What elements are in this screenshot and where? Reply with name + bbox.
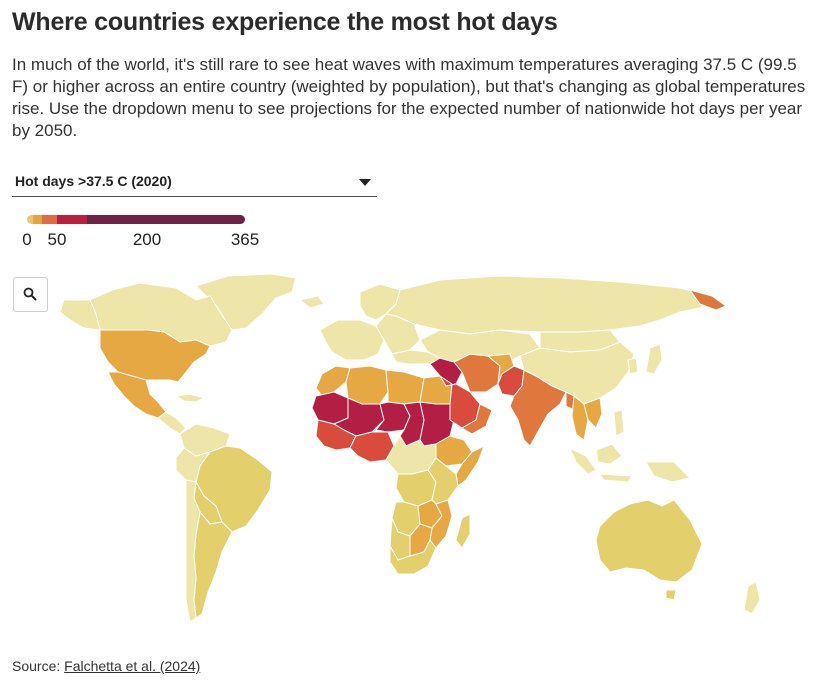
region-indonesia-java[interactable]	[599, 473, 633, 483]
region-tasmania[interactable]	[665, 589, 677, 601]
region-philippines[interactable]	[613, 409, 625, 437]
region-iceland[interactable]	[299, 295, 325, 309]
region-korea[interactable]	[627, 357, 639, 375]
chart-title: Where countries experience the most hot …	[12, 8, 558, 36]
region-indochina[interactable]	[583, 397, 603, 429]
region-morocco[interactable]	[315, 365, 351, 397]
legend-tick-0: 0	[22, 230, 32, 249]
region-indonesia-sumatra[interactable]	[569, 447, 597, 475]
region-western-europe[interactable]	[319, 319, 385, 361]
source-label: Source:	[12, 658, 65, 674]
region-libya[interactable]	[385, 369, 425, 405]
legend-swatch-0	[27, 215, 33, 224]
zoom-button[interactable]	[13, 277, 48, 312]
legend-swatch-2	[41, 215, 57, 224]
legend-tick-50: 50	[47, 230, 67, 249]
region-alaska[interactable]	[59, 299, 101, 331]
legend-swatch-4	[86, 215, 245, 224]
region-central-america[interactable]	[157, 411, 187, 435]
search-icon	[23, 287, 37, 301]
region-east-africa[interactable]	[427, 457, 459, 505]
region-cuba[interactable]	[175, 393, 205, 403]
source-note: Source: Falchetta et al. (2024)	[12, 658, 200, 674]
region-madagascar[interactable]	[455, 513, 471, 549]
region-japan[interactable]	[645, 343, 663, 375]
region-yemen-oman[interactable]	[461, 403, 493, 435]
region-south-africa[interactable]	[389, 539, 437, 575]
world-map[interactable]	[0, 265, 818, 650]
region-chile[interactable]	[185, 479, 201, 623]
region-indonesia-borneo[interactable]	[595, 443, 623, 465]
source-link[interactable]: Falchetta et al. (2024)	[64, 658, 201, 674]
region-algeria[interactable]	[345, 365, 389, 405]
region-new-zealand[interactable]	[743, 581, 761, 615]
legend-swatch-1	[32, 215, 42, 224]
legend-swatch-3	[56, 215, 87, 224]
region-argentina[interactable]	[193, 511, 233, 619]
legend-tick-365: 365	[230, 230, 260, 249]
legend-tick-200: 200	[132, 230, 162, 249]
region-kamchatka[interactable]	[689, 289, 727, 311]
region-new-guinea[interactable]	[645, 461, 691, 483]
color-legend	[27, 215, 245, 224]
chevron-down-icon	[359, 179, 371, 186]
region-russia[interactable]	[385, 275, 713, 335]
dropdown-selected-value: Hot days >37.5 C (2020)	[15, 173, 172, 189]
chart-subtitle: In much of the world, it's still rare to…	[12, 55, 806, 140]
region-china[interactable]	[519, 341, 635, 405]
region-mauritania[interactable]	[311, 391, 349, 425]
region-australia[interactable]	[595, 499, 703, 583]
scenario-dropdown[interactable]: Hot days >37.5 C (2020)	[12, 168, 377, 197]
